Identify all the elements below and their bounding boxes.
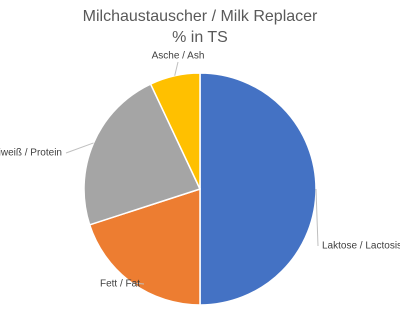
pie-slice [149,72,201,190]
leader-line [315,188,319,247]
slice-label: Fett / Fat [100,279,140,290]
pie-slice [199,72,317,306]
slice-label: Laktose / Lactosis [322,241,400,252]
chart-title: Milchaustauscher / Milk Replacer [83,8,318,25]
slice-label: Asche / Ash [152,51,205,62]
leader-line [174,61,179,76]
chart-subtitle: % in TS [172,29,228,46]
slice-label: Eiweiß / Protein [0,148,62,159]
leader-line [131,282,145,285]
leader-line [65,142,94,154]
pie-slice [83,83,202,226]
